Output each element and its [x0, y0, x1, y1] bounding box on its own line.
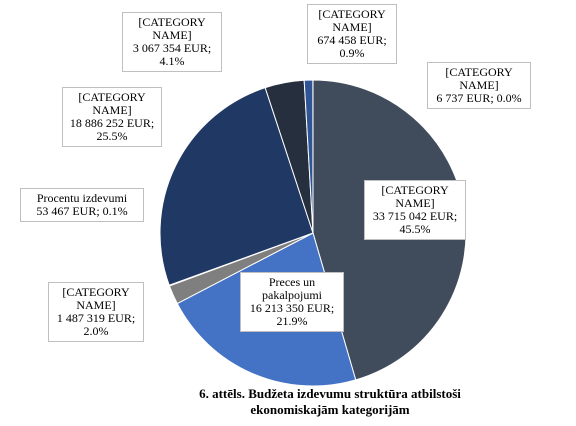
value-label: 1 487 319 EUR; 2.0%	[56, 311, 136, 338]
category-name: Procentu izdevumi	[36, 191, 128, 205]
value-label: 33 715 042 EUR; 45.5%	[372, 209, 458, 236]
data-label: [CATEGORY NAME] 674 458 EUR; 0.9%	[307, 4, 397, 64]
data-label: [CATEGORY NAME] 1 487 319 EUR; 2.0%	[48, 282, 144, 342]
data-label: [CATEGORY NAME] 18 886 252 EUR; 25.5%	[62, 87, 162, 147]
category-name: Preces un pakalpojumi	[262, 275, 322, 302]
value-label: 3 067 354 EUR; 4.1%	[132, 41, 212, 68]
category-name: [CATEGORY NAME]	[62, 285, 130, 312]
data-label: [CATEGORY NAME] 3 067 354 EUR; 4.1%	[122, 12, 222, 72]
chart-title: 6. attēls. Budžeta izdevumu struktūra at…	[199, 386, 461, 417]
value-label: 674 458 EUR; 0.9%	[317, 33, 387, 60]
value-label: 18 886 252 EUR; 25.5%	[69, 116, 155, 143]
value-label: 16 213 350 EUR; 21.9%	[249, 301, 335, 328]
data-label: [CATEGORY NAME] 6 737 EUR; 0.0%	[427, 62, 531, 109]
value-label: 53 467 EUR; 0.1%	[36, 204, 128, 218]
category-name: [CATEGORY NAME]	[78, 90, 146, 117]
caption: 6. attēls. Budžeta izdevumu struktūra at…	[90, 386, 570, 418]
category-name: [CATEGORY NAME]	[318, 7, 386, 34]
category-name: [CATEGORY NAME]	[445, 65, 513, 92]
value-label: 6 737 EUR; 0.0%	[436, 91, 522, 105]
category-name: [CATEGORY NAME]	[138, 15, 206, 42]
data-label: [CATEGORY NAME] 33 715 042 EUR; 45.5%	[364, 180, 466, 240]
category-name: [CATEGORY NAME]	[381, 183, 449, 210]
pie-slice	[159, 87, 314, 286]
data-label: Preces un pakalpojumi 16 213 350 EUR; 21.…	[240, 272, 344, 332]
data-label: Procentu izdevumi 53 467 EUR; 0.1%	[20, 188, 144, 222]
